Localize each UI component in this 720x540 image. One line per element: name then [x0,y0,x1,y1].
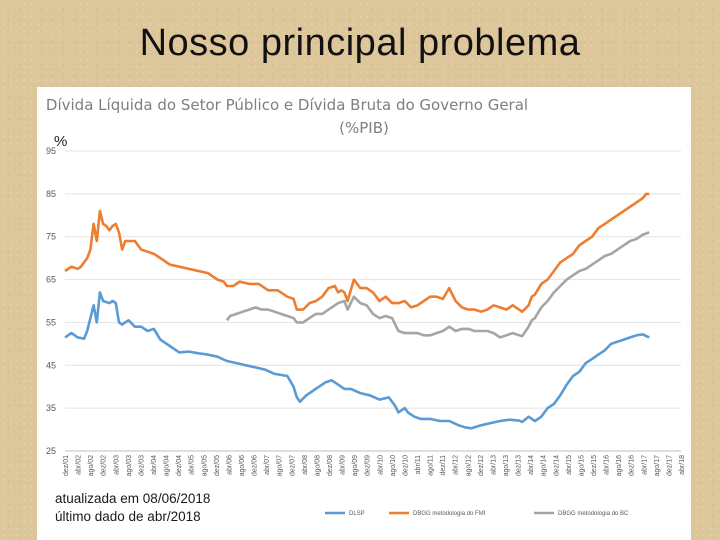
y-tick-label: 95 [46,146,56,156]
y-tick-label: 85 [46,189,56,199]
x-tick-label: ago/12 [465,455,472,477]
x-tick-label: dez/10 [402,455,409,476]
x-tick-label: abr/12 [453,455,460,475]
x-tick-label: abr/15 [566,455,573,475]
x-tick-label: ago/07 [277,455,284,477]
y-tick-label: 45 [46,360,56,370]
chart-subtitle: (%PIB) [339,119,389,137]
y-tick-label: 55 [46,317,56,327]
x-tick-label: abr/18 [679,455,686,475]
x-tick-label: ago/03 [126,455,133,477]
x-tick-label: abr/06 [226,455,233,475]
y-tick-label: 65 [46,275,56,285]
y-tick-label: 35 [46,403,56,413]
y-axis-ticks: 25 35 45 55 65 75 85 95 [46,146,56,456]
x-tick-label: ago/02 [88,455,95,477]
series-lines [64,192,650,430]
x-tick-label: abr/14 [528,455,535,475]
x-tick-label: ago/13 [503,455,510,477]
legend-label: DBGG metodologia do BC [558,511,629,517]
x-tick-label: abr/07 [264,455,271,475]
x-tick-label: abr/05 [189,455,196,475]
x-tick-label: dez/01 [63,455,70,476]
x-tick-label: abr/09 [340,455,347,475]
x-tick-label: dez/15 [591,455,598,476]
x-tick-label: abr/03 [113,455,120,475]
slide-title: Nosso principal problema [139,22,581,64]
chart-title: Dívida Líquida do Setor Público e Dívida… [46,96,528,114]
gridlines [65,150,681,452]
y-tick-label: 25 [46,446,56,456]
x-tick-label: abr/17 [641,455,648,475]
series-line [64,291,650,430]
x-tick-label: dez/09 [365,455,372,476]
x-tick-label: ago/04 [164,455,171,477]
x-axis-ticks: dez/01 abr/02 ago/02 dez/02 abr/03 ago/03 dez/… [63,455,686,477]
x-tick-label: dez/16 [629,455,636,476]
x-tick-label: ago/08 [314,455,321,477]
x-tick-label: ago/06 [239,455,246,477]
y-axis-unit: % [54,133,67,150]
x-tick-label: ago/05 [201,455,208,477]
x-tick-label: ago/10 [390,455,397,477]
x-tick-label: dez/17 [666,455,673,476]
x-tick-label: abr/16 [604,455,611,475]
x-tick-label: ago/17 [654,455,661,477]
line-chart: Dívida Líquida do Setor Público e Dívida… [46,96,686,524]
x-tick-label: ago/09 [352,455,359,477]
chart-panel: Dívida Líquida do Setor Público e Dívida… [37,87,691,540]
series-line [225,231,650,339]
x-tick-label: dez/05 [214,455,221,476]
x-tick-label: dez/04 [176,455,183,476]
legend-label: DLSP [349,511,365,517]
x-tick-label: ago/14 [541,455,548,477]
x-tick-label: dez/08 [327,455,334,476]
update-note: atualizada em 08/06/2018 [55,491,210,506]
legend: DLSP DBGG metodologia do FMI DBGG metodolo… [325,511,629,517]
last-data-note: último dado de abr/2018 [55,509,201,524]
x-tick-label: dez/13 [516,455,523,476]
x-tick-label: ago/11 [428,455,435,476]
x-tick-label: abr/04 [151,455,158,475]
x-tick-label: dez/11 [440,455,447,476]
x-tick-label: abr/13 [490,455,497,475]
x-tick-label: ago/16 [616,455,623,477]
x-tick-label: dez/14 [553,455,560,476]
x-tick-label: abr/11 [415,455,422,474]
x-tick-label: ago/15 [578,455,585,477]
series-line [64,192,650,313]
x-tick-label: abr/02 [76,455,83,475]
x-tick-label: dez/02 [101,455,108,476]
x-tick-label: abr/10 [377,455,384,475]
x-tick-label: dez/07 [289,455,296,476]
legend-label: DBGG metodologia do FMI [413,511,486,517]
x-tick-label: dez/06 [252,455,259,476]
y-tick-label: 75 [46,232,56,242]
x-tick-label: abr/08 [302,455,309,475]
x-tick-label: dez/12 [478,455,485,476]
x-tick-label: dez/03 [138,455,145,476]
